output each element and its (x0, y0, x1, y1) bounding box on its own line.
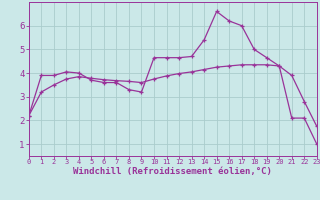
X-axis label: Windchill (Refroidissement éolien,°C): Windchill (Refroidissement éolien,°C) (73, 167, 272, 176)
